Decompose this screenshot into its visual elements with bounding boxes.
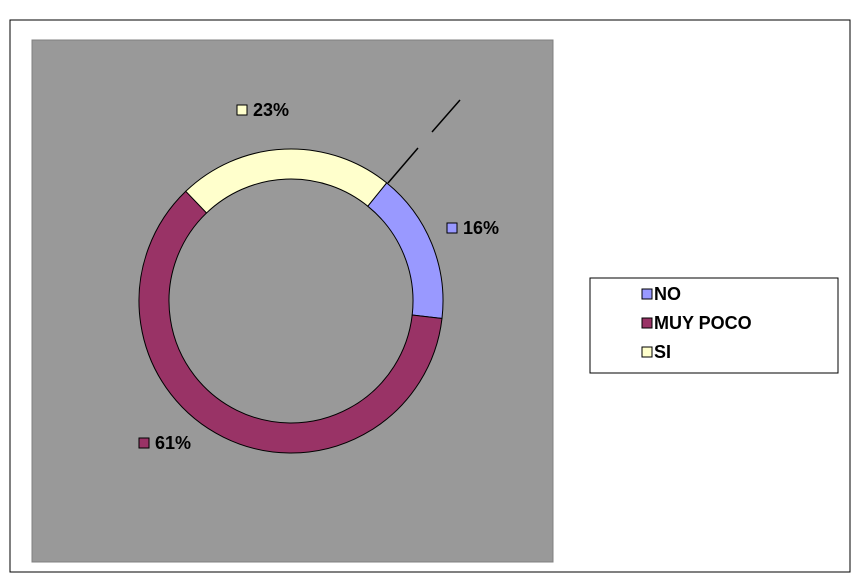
donut-slice [185, 148, 388, 214]
leader-line [431, 99, 461, 133]
legend-key [641, 288, 653, 300]
label-key [138, 437, 150, 449]
data-label: 23% [253, 100, 289, 120]
label-key [236, 104, 248, 116]
label-key [446, 222, 458, 234]
donut-slice [138, 190, 443, 454]
legend [589, 277, 839, 374]
legend-key [641, 317, 653, 329]
leader-line [387, 147, 419, 184]
data-label: 61% [155, 433, 191, 453]
legend-label: NO [654, 284, 681, 304]
legend-key [641, 346, 653, 358]
data-label: 16% [463, 218, 499, 238]
plot-area [31, 39, 554, 563]
legend-label: MUY POCO [654, 313, 752, 333]
legend-label: SI [654, 342, 671, 362]
